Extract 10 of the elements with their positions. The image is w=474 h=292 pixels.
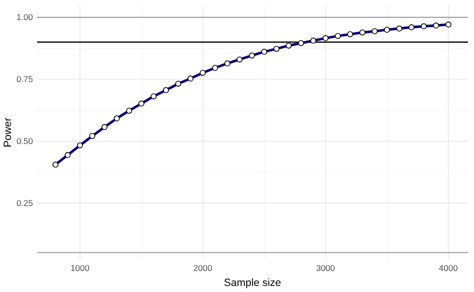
- x-axis-title: Sample size: [224, 277, 282, 289]
- x-tick-label: 2000: [193, 263, 212, 273]
- y-axis-title: Power: [2, 117, 14, 148]
- y-tick-label: 1.00: [16, 12, 34, 22]
- x-tick-label: 3000: [316, 263, 336, 273]
- y-tick-label: 0.50: [16, 136, 34, 146]
- y-tick-label: 0.25: [16, 198, 34, 208]
- x-tick-label: 1000: [70, 263, 90, 273]
- y-tick-label: 0.75: [16, 74, 34, 84]
- x-tick-label: 4000: [438, 263, 458, 273]
